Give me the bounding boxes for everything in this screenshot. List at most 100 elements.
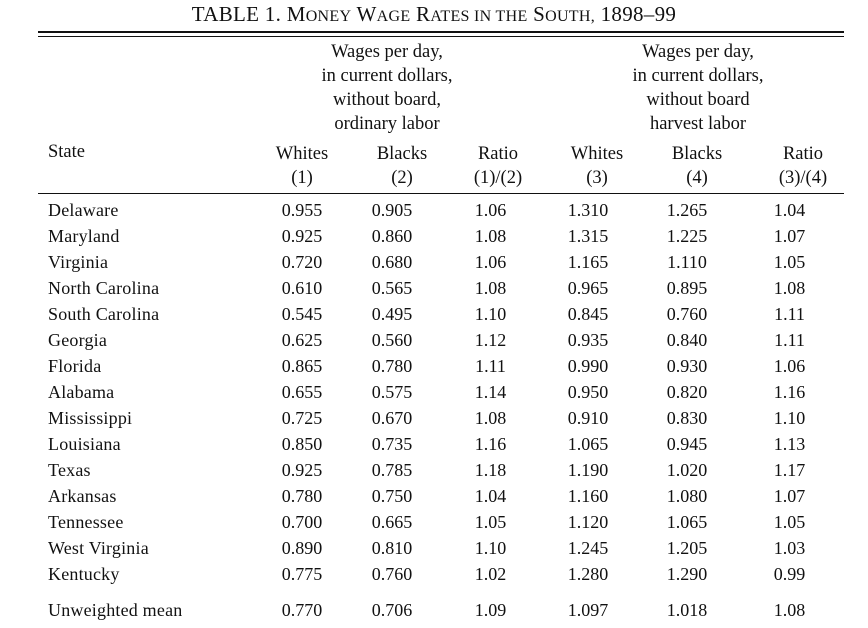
value-cell-col-3: 1.10 bbox=[474, 303, 507, 324]
value-cell-col-3: 1.16 bbox=[474, 433, 507, 454]
value-cell-col-5: 0.840 bbox=[666, 329, 708, 350]
state-name-cell: Georgia bbox=[48, 329, 108, 350]
value-cell-col-6: 1.07 bbox=[773, 225, 806, 246]
value-cell-col-4: 1.160 bbox=[567, 485, 609, 506]
value-cell-col-2: 0.680 bbox=[371, 251, 413, 272]
value-cell-col-4: 1.280 bbox=[567, 563, 609, 584]
value-cell-col-1: 0.725 bbox=[281, 407, 323, 428]
value-cell-col-6: 1.17 bbox=[773, 459, 806, 480]
group-header-harvest-labor: Wages per day, in current dollars, witho… bbox=[565, 40, 831, 136]
title-word-2: WAGE bbox=[356, 2, 411, 26]
value-cell-col-5: 0.830 bbox=[666, 407, 708, 428]
value-cell-col-2: 0.760 bbox=[371, 563, 413, 584]
value-cell-col-1: 0.770 bbox=[281, 599, 323, 620]
value-cell-col-2: 0.905 bbox=[371, 199, 413, 220]
value-cell-col-6: 1.07 bbox=[773, 485, 806, 506]
title-prefix: TABLE 1. bbox=[191, 2, 282, 26]
value-cell-col-1: 0.720 bbox=[281, 251, 323, 272]
value-cell-col-4: 1.065 bbox=[567, 433, 609, 454]
value-cell-col-3: 1.14 bbox=[474, 381, 507, 402]
value-cell-col-5: 1.290 bbox=[666, 563, 708, 584]
value-cell-col-2: 0.495 bbox=[371, 303, 413, 324]
value-cell-col-2: 0.706 bbox=[371, 599, 413, 620]
col-5-sub: (4) bbox=[686, 168, 708, 188]
value-cell-col-4: 1.190 bbox=[567, 459, 609, 480]
value-cell-col-1: 0.700 bbox=[281, 511, 323, 532]
value-cell-col-1: 0.955 bbox=[281, 199, 323, 220]
value-cell-col-6: 1.13 bbox=[773, 433, 806, 454]
value-cell-col-1: 0.545 bbox=[281, 303, 323, 324]
column-header-ratio-1-2: Ratio (1)/(2) bbox=[458, 142, 538, 190]
value-cell-col-3: 1.08 bbox=[474, 277, 507, 298]
table-title: TABLE 1. MONEY WAGE RATES IN THE SOUTH, … bbox=[0, 2, 868, 27]
title-word-3: RATES IN THE bbox=[416, 2, 528, 26]
top-double-rule-lower bbox=[38, 36, 844, 37]
table-row: Maryland 0.925 0.860 1.08 1.315 1.225 1.07 bbox=[0, 223, 842, 249]
value-cell-col-3: 1.04 bbox=[474, 485, 507, 506]
state-name-cell: North Carolina bbox=[48, 277, 160, 298]
value-cell-col-1: 0.610 bbox=[281, 277, 323, 298]
value-cell-col-2: 0.565 bbox=[371, 277, 413, 298]
value-cell-col-2: 0.575 bbox=[371, 381, 413, 402]
col-2-label: Blacks bbox=[376, 144, 428, 164]
group-2-line-2: in current dollars, bbox=[632, 66, 764, 86]
wage-rates-table: Delaware 0.955 0.905 1.06 1.310 1.265 1.04 Mary… bbox=[0, 197, 842, 623]
group-2-line-3: without board bbox=[646, 90, 750, 110]
table-row: Arkansas 0.780 0.750 1.04 1.160 1.080 1.07 bbox=[0, 483, 842, 509]
col-4-label: Whites bbox=[570, 144, 624, 164]
value-cell-col-3: 1.18 bbox=[474, 459, 507, 480]
table-row: Florida 0.865 0.780 1.11 0.990 0.930 1.06 bbox=[0, 353, 842, 379]
column-header-whites-3: Whites (3) bbox=[557, 142, 637, 190]
state-name-cell: Alabama bbox=[48, 381, 115, 402]
value-cell-col-4: 1.097 bbox=[567, 599, 609, 620]
value-cell-col-5: 1.018 bbox=[666, 599, 708, 620]
value-cell-col-6: 1.04 bbox=[773, 199, 806, 220]
value-cell-col-5: 1.225 bbox=[666, 225, 708, 246]
value-cell-col-2: 0.860 bbox=[371, 225, 413, 246]
value-cell-col-4: 1.245 bbox=[567, 537, 609, 558]
col-6-label: Ratio bbox=[782, 144, 824, 164]
table-row: Louisiana 0.850 0.735 1.16 1.065 0.945 1.13 bbox=[0, 431, 842, 457]
table-row: Georgia 0.625 0.560 1.12 0.935 0.840 1.11 bbox=[0, 327, 842, 353]
value-cell-col-5: 1.020 bbox=[666, 459, 708, 480]
value-cell-col-3: 1.11 bbox=[475, 355, 506, 376]
value-cell-col-6: 1.11 bbox=[774, 329, 805, 350]
state-name-cell: Tennessee bbox=[48, 511, 124, 532]
value-cell-col-1: 0.850 bbox=[281, 433, 323, 454]
state-name-cell: Florida bbox=[48, 355, 102, 376]
table-row: South Carolina 0.545 0.495 1.10 0.845 0.760 1.… bbox=[0, 301, 842, 327]
value-cell-col-6: 0.99 bbox=[773, 563, 806, 584]
value-cell-col-5: 0.895 bbox=[666, 277, 708, 298]
value-cell-col-5: 1.110 bbox=[667, 251, 707, 272]
value-cell-col-1: 0.925 bbox=[281, 459, 323, 480]
col-3-label: Ratio bbox=[477, 144, 519, 164]
group-1-line-3: without board, bbox=[333, 90, 441, 110]
value-cell-col-6: 1.03 bbox=[773, 537, 806, 558]
state-name-cell: Unweighted mean bbox=[48, 599, 183, 620]
col-1-sub: (1) bbox=[291, 168, 313, 188]
value-cell-col-1: 0.925 bbox=[281, 225, 323, 246]
value-cell-col-3: 1.02 bbox=[474, 563, 507, 584]
group-1-line-4: ordinary labor bbox=[334, 114, 440, 134]
value-cell-col-2: 0.735 bbox=[371, 433, 413, 454]
value-cell-col-3: 1.10 bbox=[474, 537, 507, 558]
table-row: West Virginia 0.890 0.810 1.10 1.245 1.205 1.0… bbox=[0, 535, 842, 561]
group-1-line-1: Wages per day, bbox=[331, 42, 443, 62]
state-name-cell: Louisiana bbox=[48, 433, 121, 454]
value-cell-col-3: 1.06 bbox=[474, 199, 507, 220]
value-cell-col-2: 0.560 bbox=[371, 329, 413, 350]
value-cell-col-4: 0.990 bbox=[567, 355, 609, 376]
value-cell-col-3: 1.08 bbox=[474, 407, 507, 428]
value-cell-col-2: 0.780 bbox=[371, 355, 413, 376]
value-cell-col-5: 0.930 bbox=[666, 355, 708, 376]
value-cell-col-4: 0.965 bbox=[567, 277, 609, 298]
value-cell-col-6: 1.06 bbox=[773, 355, 806, 376]
title-word-1: MONEY bbox=[286, 2, 352, 26]
value-cell-col-5: 0.760 bbox=[666, 303, 708, 324]
state-column-header: State bbox=[48, 142, 85, 162]
column-header-ratio-3-4: Ratio (3)/(4) bbox=[763, 142, 843, 190]
table-row: Tennessee 0.700 0.665 1.05 1.120 1.065 1.05 bbox=[0, 509, 842, 535]
header-bottom-rule bbox=[38, 193, 844, 194]
value-cell-col-1: 0.780 bbox=[281, 485, 323, 506]
value-cell-col-3: 1.08 bbox=[474, 225, 507, 246]
